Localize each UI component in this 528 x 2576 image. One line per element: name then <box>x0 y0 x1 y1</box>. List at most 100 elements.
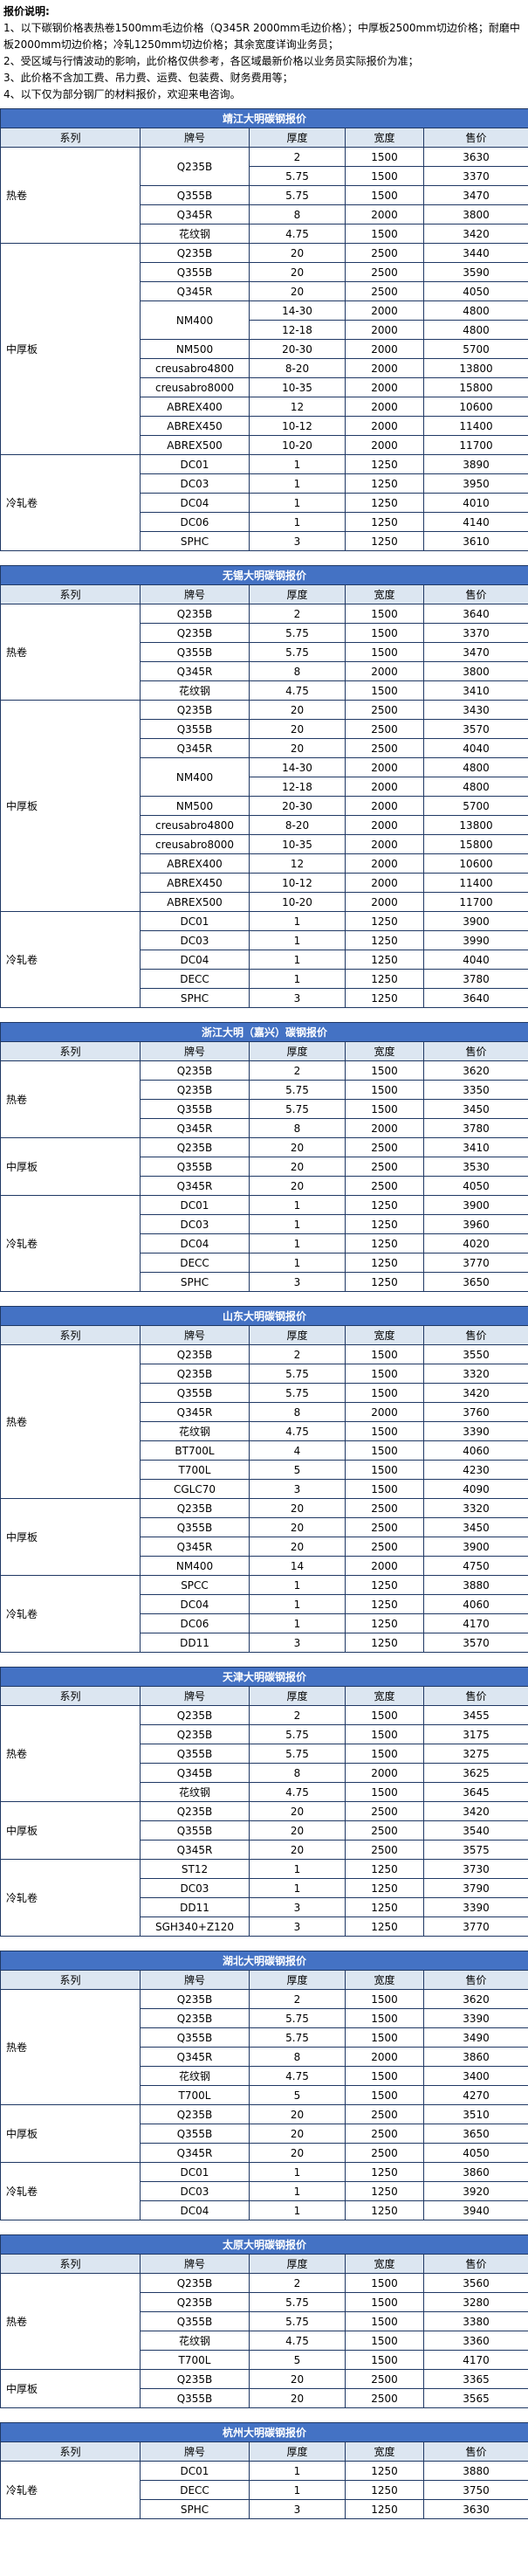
price-cell: 11700 <box>422 892 528 912</box>
data-row: 冷轧卷 SPCC 1 1250 3880 <box>0 1575 528 1653</box>
thickness-cell: 20 <box>249 281 346 301</box>
price-cell: 4800 <box>422 757 528 777</box>
brand-cell: Q235B <box>140 2104 250 2124</box>
brand-cell: DC04 <box>140 493 250 513</box>
price-cell: 3880 <box>422 1575 528 1595</box>
width-cell: 1500 <box>345 604 424 624</box>
brand-cell: Q235B <box>140 1060 250 1081</box>
thickness-cell: 10-35 <box>249 834 346 854</box>
data-row: 12-18 2000 4800 <box>1 777 528 797</box>
price-cell: 3900 <box>423 1195 528 1215</box>
header-row: 系列 牌号 厚度 宽度 售价 <box>0 2441 528 2462</box>
header-cell: 宽度 <box>345 1325 424 1345</box>
brand-cell: Q235B <box>140 1364 250 1384</box>
header-cell: 厚度 <box>249 1686 346 1706</box>
thickness-cell: 5.75 <box>249 623 346 643</box>
thickness-cell: 20 <box>249 1498 346 1518</box>
data-row: SGH340+Z120 3 1250 3770 <box>1 1916 528 1937</box>
brand-cell: Q345R <box>140 1402 250 1422</box>
brand-cell: ST12 <box>140 1859 250 1879</box>
width-cell: 1250 <box>345 911 424 931</box>
brand-cell: Q355B <box>140 2388 250 2408</box>
price-cell: 11700 <box>422 435 528 455</box>
thickness-cell: 20 <box>249 2388 346 2408</box>
price-cell: 3410 <box>423 1137 528 1157</box>
price-cell: 3570 <box>422 719 528 739</box>
price-cell: 3950 <box>422 473 528 494</box>
price-cell: 3350 <box>423 1080 528 1100</box>
brand-cell: NM400 <box>140 300 250 340</box>
brand-cell: SPHC <box>140 988 250 1008</box>
brand-cell: 花纹钢 <box>140 680 250 701</box>
brand-cell: Q235B <box>140 2273 250 2293</box>
price-cell: 3450 <box>423 1099 528 1119</box>
data-row: 冷轧卷 DC01 1 1250 3860 <box>0 2162 528 2220</box>
thickness-cell: 20 <box>249 719 346 739</box>
data-row: 花纹钢 4.75 1500 3360 <box>1 2331 528 2351</box>
price-cell: 3900 <box>422 1537 528 1557</box>
price-cell: 4170 <box>422 1613 528 1633</box>
series-cell: 冷轧卷 <box>0 2461 141 2519</box>
width-cell: 1500 <box>345 2027 424 2048</box>
thickness-cell: 1 <box>249 1253 346 1273</box>
price-cell: 3960 <box>423 1214 528 1234</box>
thickness-cell: 3 <box>249 988 346 1008</box>
header-cell: 宽度 <box>345 1970 424 1990</box>
brand-cell: ABREX500 <box>140 892 250 912</box>
brand-cell: 花纹钢 <box>140 1782 250 1802</box>
brand-cell: ABREX500 <box>140 435 250 455</box>
data-row: SPHC 3 1250 3630 <box>1 2499 528 2519</box>
thickness-cell: 3 <box>249 1479 346 1499</box>
table-title: 杭州大明碳钢报价 <box>0 2422 528 2442</box>
brand-cell: ABREX400 <box>140 853 250 874</box>
width-cell: 1500 <box>345 623 424 643</box>
header-cell: 牌号 <box>140 2254 250 2274</box>
price-cell: 3770 <box>422 1916 528 1937</box>
header-row: 系列 牌号 厚度 宽度 售价 <box>0 1686 528 1706</box>
price-cell: 3760 <box>422 1402 528 1422</box>
brand-cell: Q235B <box>140 1705 250 1725</box>
data-row: 中厚板 Q235B 20 2500 3510 <box>0 2104 528 2163</box>
brand-cell: Q235B <box>140 604 250 624</box>
thickness-cell: 20 <box>249 243 346 263</box>
price-cell: 3890 <box>422 454 528 474</box>
thickness-cell: 2 <box>249 1344 346 1364</box>
brand-cell: Q235B <box>140 1498 250 1518</box>
brand-cell: T700L <box>140 2085 250 2105</box>
brand-cell: NM500 <box>140 796 250 816</box>
width-cell: 1500 <box>345 185 424 205</box>
price-cell: 3390 <box>422 1421 528 1441</box>
series-cell: 冷轧卷 <box>0 1195 141 1292</box>
brand-cell: Q355B <box>140 1099 250 1119</box>
data-row: 热卷 Q235B 2 1500 3620 <box>0 1060 528 1138</box>
thickness-cell: 20-30 <box>249 796 346 816</box>
price-cell: 3370 <box>422 623 528 643</box>
price-cell: 4050 <box>422 281 528 301</box>
thickness-cell: 10-35 <box>249 377 346 397</box>
width-cell: 1500 <box>345 2066 424 2086</box>
width-cell: 1250 <box>345 1916 424 1937</box>
title-row: 杭州大明碳钢报价 <box>0 2422 528 2442</box>
thickness-cell: 1 <box>249 2461 346 2481</box>
data-row: SPHC 3 1250 3640 <box>1 988 528 1008</box>
data-row: ABREX450 10-12 2000 11400 <box>1 416 528 436</box>
series-cell: 冷轧卷 <box>0 454 141 551</box>
brand-cell: Q235B <box>140 623 250 643</box>
header-cell: 厚度 <box>249 1970 346 1990</box>
price-cell: 3920 <box>422 2181 528 2201</box>
width-cell: 1250 <box>345 1195 424 1215</box>
price-cell: 3860 <box>422 2162 528 2182</box>
data-row: Q235B 5.75 1500 3320 <box>1 1364 528 1384</box>
price-cell: 3455 <box>422 1705 528 1725</box>
data-row: 花纹钢 4.75 1500 3410 <box>1 680 528 701</box>
width-cell: 1500 <box>345 1060 424 1081</box>
brand-cell: Q345R <box>140 1118 250 1138</box>
price-cell: 10600 <box>422 853 528 874</box>
note-item: 4、以下仅为部分钢厂的材料报价，欢迎来电咨询。 <box>3 88 241 100</box>
price-cell: 3175 <box>422 1724 528 1744</box>
width-cell: 1250 <box>345 1897 424 1917</box>
brand-cell: Q355B <box>140 1157 250 1177</box>
thickness-cell: 2 <box>249 604 346 624</box>
thickness-cell: 1 <box>249 512 346 532</box>
thickness-cell: 12 <box>249 397 346 417</box>
